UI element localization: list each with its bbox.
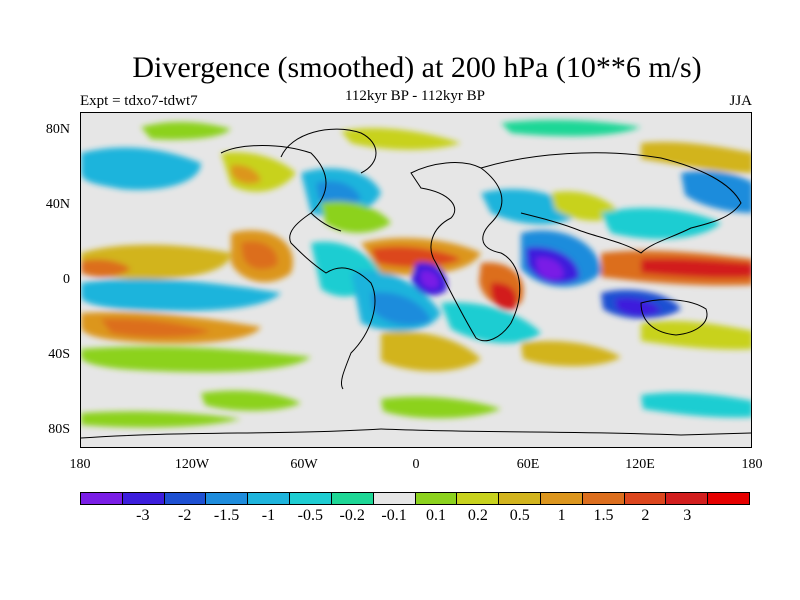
colorbar-swatch — [457, 493, 499, 504]
lat-label-40s: 40S — [30, 347, 70, 363]
contour-field — [81, 113, 752, 448]
map-subtitle: 112kyr BP - 112kyr BP — [300, 88, 530, 105]
colorbar-label: 0.2 — [458, 507, 498, 525]
lon-label-180e: 180 — [722, 457, 782, 473]
colorbar-label: 3 — [667, 507, 707, 525]
colorbar-swatch — [541, 493, 583, 504]
colorbar-label: 0.1 — [416, 507, 456, 525]
lat-label-40n: 40N — [30, 197, 70, 213]
map-title: Divergence (smoothed) at 200 hPa (10**6 … — [0, 50, 800, 86]
colorbar-swatch — [123, 493, 165, 504]
colorbar — [80, 492, 750, 505]
colorbar-label: -2 — [165, 507, 205, 525]
lon-label-0: 0 — [386, 457, 446, 473]
colorbar-swatch — [374, 493, 416, 504]
lon-label-60w: 60W — [274, 457, 334, 473]
divergence-map — [80, 112, 752, 448]
lon-label-180w: 180 — [50, 457, 110, 473]
colorbar-swatch — [499, 493, 541, 504]
colorbar-label: 1.5 — [583, 507, 623, 525]
lat-label-80s: 80S — [30, 422, 70, 438]
lon-label-60e: 60E — [498, 457, 558, 473]
colorbar-label: 0.5 — [500, 507, 540, 525]
experiment-label: Expt = tdxo7-tdwt7 — [80, 93, 198, 110]
colorbar-swatch — [332, 493, 374, 504]
colorbar-label: -0.1 — [374, 507, 414, 525]
lon-label-120w: 120W — [162, 457, 222, 473]
colorbar-swatch — [708, 493, 749, 504]
colorbar-swatch — [248, 493, 290, 504]
colorbar-swatch — [416, 493, 458, 504]
lat-label-0: 0 — [30, 272, 70, 288]
colorbar-swatch — [81, 493, 123, 504]
colorbar-swatch — [165, 493, 207, 504]
colorbar-swatch — [625, 493, 667, 504]
colorbar-swatch — [666, 493, 708, 504]
colorbar-label: 2 — [625, 507, 665, 525]
colorbar-label: -1.5 — [207, 507, 247, 525]
colorbar-label: -0.2 — [332, 507, 372, 525]
colorbar-swatch — [290, 493, 332, 504]
lon-label-120e: 120E — [610, 457, 670, 473]
colorbar-label: -3 — [123, 507, 163, 525]
colorbar-swatch — [206, 493, 248, 504]
season-label: JJA — [729, 93, 752, 110]
colorbar-label: 1 — [542, 507, 582, 525]
colorbar-swatch — [583, 493, 625, 504]
colorbar-label: -0.5 — [290, 507, 330, 525]
colorbar-label: -1 — [248, 507, 288, 525]
lat-label-80n: 80N — [30, 122, 70, 138]
